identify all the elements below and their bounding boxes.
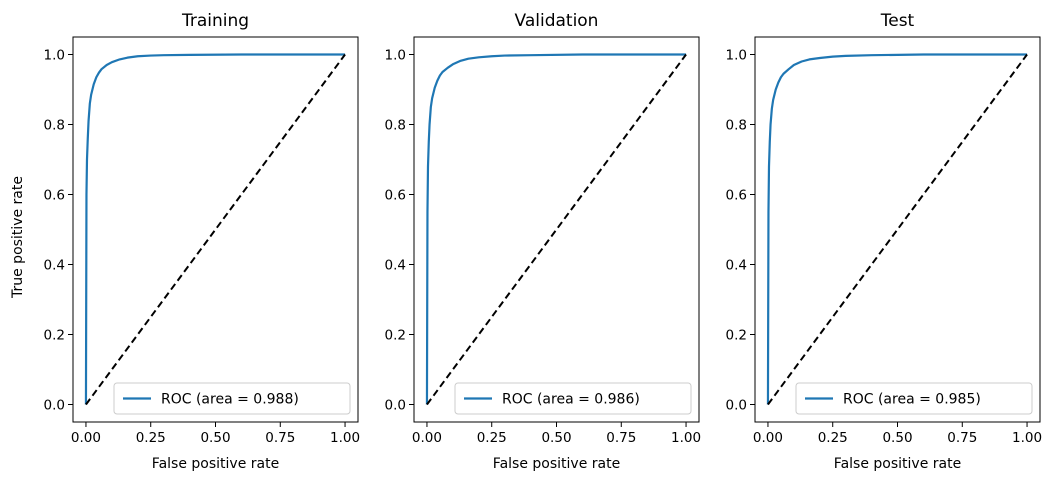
y-tick-label: 0.0	[726, 398, 747, 414]
y-tick-label: 0.4	[385, 258, 406, 274]
roc-panel-validation: Validation 0.00 0.25 0.50 0.75 1.00 0.0 0.2 0.4 0…	[385, 11, 702, 472]
panel-title: Training	[181, 11, 249, 31]
y-tick-label: 0.8	[44, 118, 65, 134]
legend-entry: ROC (area = 0.988)	[161, 392, 299, 408]
x-tick-label: 1.00	[671, 430, 701, 446]
y-tick-label: 0.8	[385, 118, 406, 134]
panel-title: Test	[880, 11, 915, 31]
roc-panel-test: Test 0.00 0.25 0.50 0.75 1.00 0.0 0.2 0.4 0.6 0.8 1…	[726, 11, 1043, 472]
legend-box	[113, 382, 351, 415]
y-tick-label: 0.2	[385, 328, 406, 344]
x-tick-label: 0.75	[265, 430, 295, 446]
y-tick-label: 0.6	[726, 188, 747, 204]
x-axis-label: False positive rate	[834, 456, 961, 472]
y-tick-label: 0.4	[726, 258, 747, 274]
roc-curve-line	[84, 53, 346, 405]
y-tick-label: 0.8	[726, 118, 747, 134]
legend-entry: ROC (area = 0.986)	[502, 392, 640, 408]
y-tick-label: 0.0	[385, 398, 406, 414]
y-tick-label: 1.0	[726, 48, 747, 64]
chance-diagonal-line	[85, 53, 346, 406]
y-tick-label: 1.0	[44, 48, 65, 64]
roc-panel-training: Training 0.00 0.25 0.50 0.75 1.00 0.0 0.2 0.4 0.6…	[44, 11, 361, 472]
x-tick-label: 0.00	[412, 430, 442, 446]
figure-y-axis-label: True positive rate	[10, 176, 26, 299]
chance-diagonal-line	[767, 53, 1028, 406]
y-tick-label: 0.2	[44, 328, 65, 344]
x-tick-label: 0.25	[477, 430, 507, 446]
y-tick-label: 0.6	[385, 188, 406, 204]
y-tick-label: 1.0	[385, 48, 406, 64]
roc-curve-line	[766, 53, 1028, 405]
chance-diagonal-line	[426, 53, 687, 406]
y-tick-label: 0.4	[44, 258, 65, 274]
x-tick-label: 0.50	[200, 430, 230, 446]
panel-title: Validation	[515, 11, 599, 31]
x-tick-label: 1.00	[1012, 430, 1042, 446]
x-tick-label: 0.50	[882, 430, 912, 446]
x-tick-label: 0.75	[606, 430, 636, 446]
x-axis-label: False positive rate	[152, 456, 279, 472]
y-tick-label: 0.6	[44, 188, 65, 204]
x-axis-label: False positive rate	[493, 456, 620, 472]
x-tick-label: 0.25	[818, 430, 848, 446]
legend-entry: ROC (area = 0.985)	[843, 392, 981, 408]
x-tick-label: 0.50	[541, 430, 571, 446]
x-tick-label: 1.00	[330, 430, 360, 446]
x-tick-label: 0.00	[71, 430, 101, 446]
x-tick-label: 0.75	[947, 430, 977, 446]
y-tick-label: 0.0	[44, 398, 65, 414]
x-tick-label: 0.25	[136, 430, 166, 446]
y-tick-label: 0.2	[726, 328, 747, 344]
legend-box	[454, 382, 692, 415]
legend-box	[795, 382, 1033, 415]
x-tick-label: 0.00	[753, 430, 783, 446]
roc-curve-line	[425, 53, 687, 405]
